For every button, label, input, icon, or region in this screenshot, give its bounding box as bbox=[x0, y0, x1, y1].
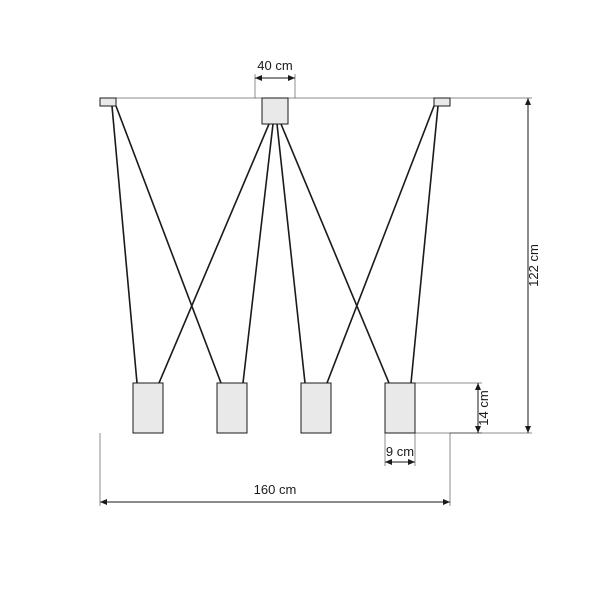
lamp-shade bbox=[217, 383, 247, 433]
suspension-wire bbox=[159, 124, 269, 383]
ceiling-mount bbox=[434, 98, 450, 106]
dim-label-h14: 14 cm bbox=[476, 390, 491, 425]
lamp-shade bbox=[385, 383, 415, 433]
dim-label-w9: 9 cm bbox=[386, 444, 414, 459]
suspension-wire bbox=[327, 106, 434, 383]
dim-label-right: 122 cm bbox=[526, 244, 541, 287]
suspension-wire bbox=[411, 106, 438, 383]
suspension-wire bbox=[112, 106, 137, 383]
dim-label-bottom: 160 cm bbox=[254, 482, 297, 497]
dimension-drawing: 40 cm 160 cm 122 cm 14 cm 9 cm bbox=[0, 0, 600, 600]
suspension-wire bbox=[277, 124, 305, 383]
lamp-shade bbox=[133, 383, 163, 433]
suspension-wire bbox=[116, 106, 221, 383]
lamp-shade bbox=[301, 383, 331, 433]
suspension-wire bbox=[281, 124, 389, 383]
ceiling-mount bbox=[100, 98, 116, 106]
dim-label-top: 40 cm bbox=[257, 58, 292, 73]
suspension-wire bbox=[243, 124, 273, 383]
canopy bbox=[262, 98, 288, 124]
